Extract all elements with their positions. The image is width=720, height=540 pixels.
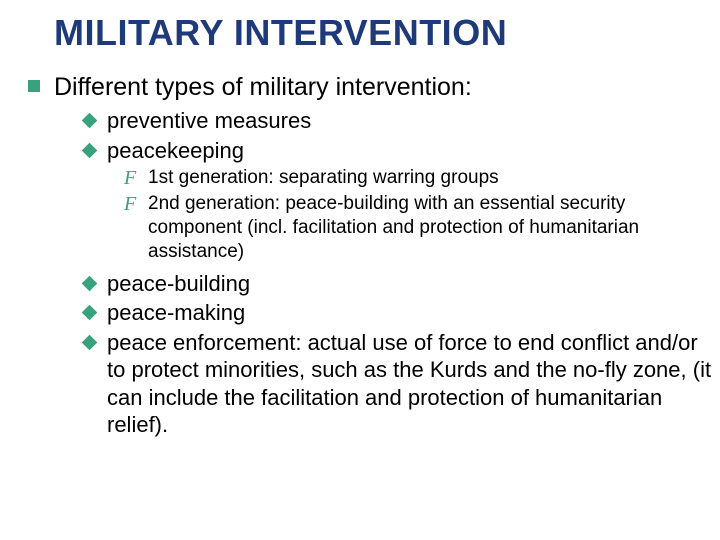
- diamond-bullet-icon: [82, 142, 98, 158]
- lvl2-text: preventive measures: [107, 107, 311, 135]
- lvl2-text: peacekeeping: [107, 137, 244, 165]
- script-bullet-icon: F: [124, 166, 142, 190]
- lvl2-group: preventive measures peacekeeping: [28, 107, 712, 164]
- lvl1-text: Different types of military intervention…: [54, 72, 472, 103]
- list-item: F 1st generation: separating warring gro…: [124, 166, 704, 190]
- list-item: peacekeeping: [82, 137, 712, 165]
- slide-content: Different types of military intervention…: [0, 72, 720, 439]
- square-bullet-icon: [28, 80, 40, 92]
- lvl2-text: peace-building: [107, 270, 250, 298]
- lvl2-text: peace enforcement: actual use of force t…: [107, 329, 712, 439]
- script-bullet-icon: F: [124, 192, 142, 216]
- slide-title: MILITARY INTERVENTION: [0, 0, 720, 72]
- list-item: peace-building: [82, 270, 712, 298]
- list-item: peace-making: [82, 299, 712, 327]
- diamond-bullet-icon: [82, 275, 98, 291]
- lvl3-group: F 1st generation: separating warring gro…: [28, 166, 712, 263]
- list-item: Different types of military intervention…: [28, 72, 712, 103]
- list-item: F 2nd generation: peace-building with an…: [124, 192, 704, 263]
- lvl3-text: 1st generation: separating warring group…: [148, 166, 499, 190]
- list-item: peace enforcement: actual use of force t…: [82, 329, 712, 439]
- diamond-bullet-icon: [82, 113, 98, 129]
- diamond-bullet-icon: [82, 305, 98, 321]
- list-item: preventive measures: [82, 107, 712, 135]
- diamond-bullet-icon: [82, 334, 98, 350]
- lvl2-group: peace-building peace-making peace enforc…: [28, 270, 712, 439]
- lvl2-text: peace-making: [107, 299, 245, 327]
- lvl3-text: 2nd generation: peace-building with an e…: [148, 192, 704, 263]
